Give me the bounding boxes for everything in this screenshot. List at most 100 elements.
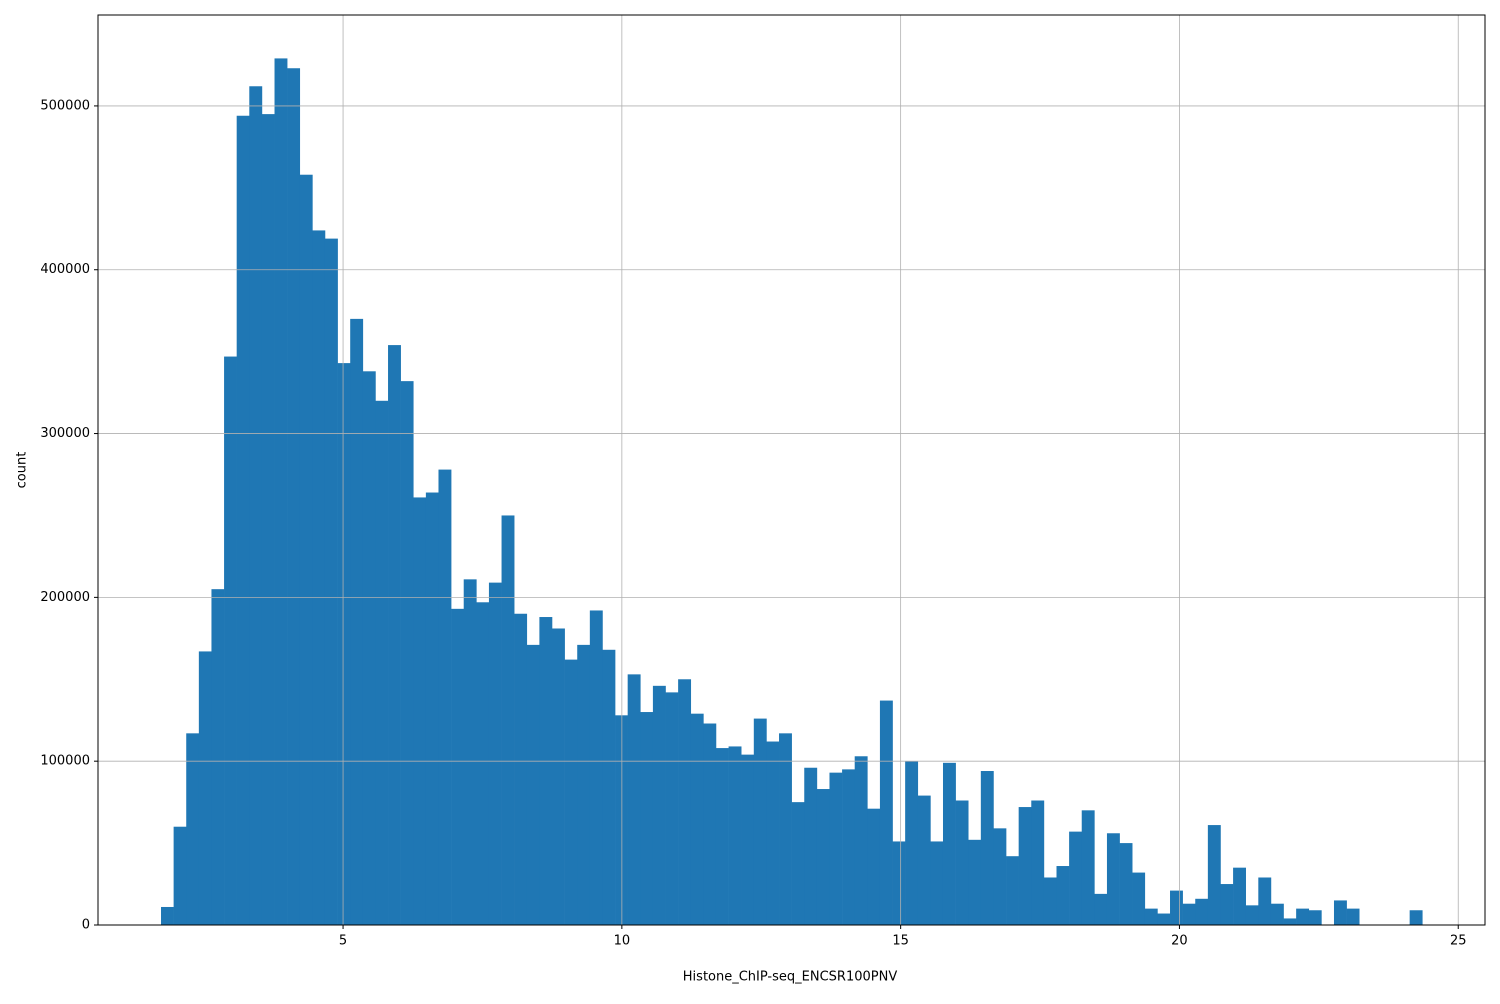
bar (1308, 910, 1322, 925)
bar (829, 772, 843, 925)
bar (589, 610, 603, 925)
bar (1043, 877, 1057, 925)
bar (1207, 825, 1221, 925)
bar (1283, 918, 1297, 925)
bar (249, 86, 263, 925)
bar (539, 617, 553, 925)
bar (438, 469, 452, 925)
bar (362, 371, 376, 925)
bar (463, 579, 477, 925)
bar (577, 644, 591, 925)
bar (1195, 898, 1209, 925)
x-tick-label: 20 (1171, 934, 1188, 949)
plot-frame (97, 14, 1486, 926)
bar (198, 651, 212, 925)
bar (551, 628, 565, 925)
bar (299, 174, 313, 926)
x-tick-label: 15 (892, 934, 909, 949)
bar (236, 115, 250, 926)
bar (1270, 903, 1284, 925)
bar (1106, 833, 1120, 925)
bar (993, 828, 1007, 925)
y-tick-label: 400000 (40, 262, 90, 277)
bar (640, 712, 654, 925)
bar (879, 700, 893, 925)
y-tick-label: 300000 (40, 426, 90, 441)
bar (224, 356, 237, 926)
bar (476, 602, 490, 925)
bar (388, 345, 401, 926)
bar (514, 613, 528, 925)
bar (1006, 856, 1019, 925)
bar (1018, 807, 1032, 925)
bar (1081, 810, 1095, 925)
bar (741, 754, 755, 925)
bar (602, 649, 616, 925)
bar (501, 515, 515, 925)
bar (930, 841, 944, 925)
bar (892, 841, 906, 925)
bar (690, 713, 704, 925)
bar (261, 114, 275, 926)
bar (1182, 903, 1196, 925)
bar (968, 839, 982, 925)
x-tick-label: 25 (1450, 934, 1467, 949)
bar (400, 381, 414, 925)
bar (1245, 905, 1259, 925)
bar (779, 733, 792, 925)
bar (324, 238, 338, 925)
bar (1333, 900, 1347, 925)
bar (842, 769, 856, 925)
bar (1031, 800, 1045, 925)
bar (451, 608, 465, 925)
bar (526, 644, 540, 925)
bar (766, 741, 780, 925)
bar (804, 767, 818, 925)
y-axis-label: count (15, 452, 30, 489)
bar (703, 723, 717, 925)
x-tick-label: 10 (614, 934, 631, 949)
bar (1119, 843, 1133, 925)
bar (652, 685, 666, 925)
bar (791, 802, 805, 925)
bar (211, 589, 225, 925)
bar (312, 230, 326, 925)
bar (715, 748, 729, 925)
bar (413, 497, 427, 925)
bar (337, 363, 351, 925)
bar (917, 795, 931, 925)
bar (161, 906, 174, 925)
bar (488, 582, 502, 925)
bar (173, 826, 187, 925)
bar (1144, 908, 1158, 925)
y-tick-label: 200000 (40, 590, 90, 605)
bar (753, 718, 767, 925)
bar (728, 746, 742, 925)
bar (1069, 831, 1083, 925)
bar (665, 692, 679, 925)
x-axis-label: Histone_ChIP-seq_ENCSR100PNV (683, 970, 898, 985)
x-tick-label: 5 (339, 934, 347, 949)
bar (564, 659, 578, 925)
bar (375, 400, 389, 925)
y-tick-label: 500000 (40, 98, 90, 113)
bar (942, 762, 956, 925)
bar (816, 789, 830, 925)
bar (1094, 893, 1108, 925)
bar (1346, 908, 1360, 925)
bar (905, 761, 919, 925)
bar (1233, 867, 1246, 925)
bar (867, 808, 881, 925)
bar (627, 674, 641, 925)
bar (1170, 890, 1183, 925)
bar (1258, 877, 1272, 925)
bar (1220, 884, 1234, 925)
bar (186, 733, 200, 925)
y-tick-label: 100000 (40, 754, 90, 769)
bar (854, 756, 868, 925)
y-tick-label: 0 (82, 918, 90, 933)
bar (350, 318, 364, 925)
bar (1157, 913, 1171, 925)
bar (1056, 866, 1070, 925)
